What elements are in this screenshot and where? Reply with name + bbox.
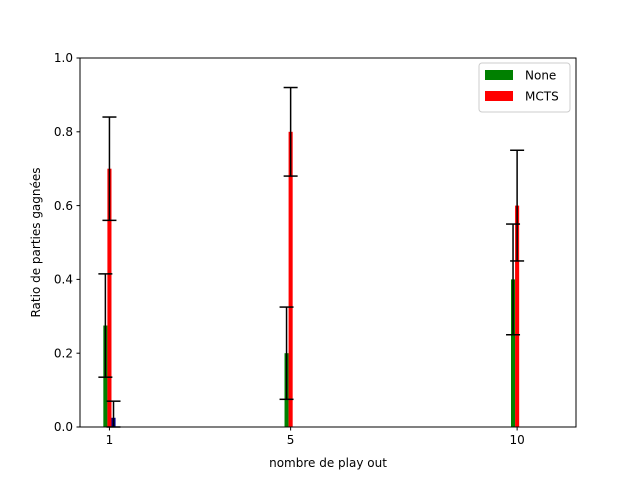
plot-area [98, 86, 525, 428]
legend-label-mcts: MCTS [525, 90, 559, 104]
legend-swatch-mcts [485, 91, 513, 101]
y-tick-label: 0.8 [54, 125, 73, 139]
bar-series0-x10 [511, 279, 516, 427]
x-tick-label: 10 [509, 433, 524, 447]
legend-label-none: None [525, 69, 556, 83]
axes-frame [79, 57, 577, 428]
y-tick-label: 0.6 [54, 199, 73, 213]
x-axis-label: nombre de play out [269, 456, 387, 470]
bar-series1-x10 [515, 205, 520, 427]
y-tick-label: 0.2 [54, 346, 73, 360]
y-axis-ticks: 0.0 0.2 0.4 0.6 0.8 1.0 [54, 51, 80, 434]
y-tick-label: 0.0 [54, 420, 73, 434]
y-tick-label: 0.4 [54, 273, 73, 287]
bar-series1-x1 [107, 168, 112, 427]
x-tick-label: 5 [287, 433, 295, 447]
bar-series1-x5 [288, 131, 293, 428]
legend: None MCTS [478, 62, 571, 113]
legend-swatch-none [485, 70, 513, 80]
y-axis-label: Ratio de parties gagnées [29, 167, 43, 317]
x-axis-ticks: 1 5 10 [106, 427, 525, 447]
y-tick-label: 1.0 [54, 51, 73, 65]
x-tick-label: 1 [106, 433, 114, 447]
